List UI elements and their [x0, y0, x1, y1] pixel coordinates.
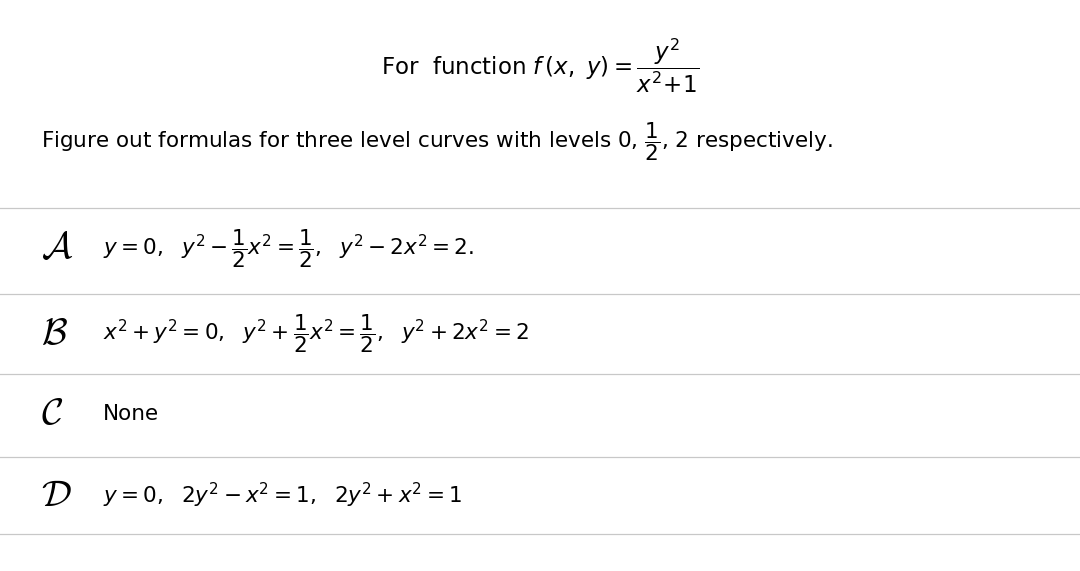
Text: $\mathcal{A}$: $\mathcal{A}$ — [41, 230, 73, 267]
Text: $\mathcal{C}$: $\mathcal{C}$ — [41, 396, 63, 432]
Text: Figure out formulas for three level curves with levels 0, $\dfrac{1}{2}$, 2 resp: Figure out formulas for three level curv… — [41, 120, 833, 163]
Text: $y = 0,\ \ y^2 - \dfrac{1}{2}x^2 = \dfrac{1}{2},\ \ y^2 - 2x^2 = 2.$: $y = 0,\ \ y^2 - \dfrac{1}{2}x^2 = \dfra… — [103, 227, 473, 270]
Text: $\mathcal{B}$: $\mathcal{B}$ — [41, 316, 68, 352]
Text: $x^2 + y^2 = 0,\ \ y^2 + \dfrac{1}{2}x^2 = \dfrac{1}{2},\ \ y^2 + 2x^2 = 2$: $x^2 + y^2 = 0,\ \ y^2 + \dfrac{1}{2}x^2… — [103, 313, 528, 355]
Text: For  function $f\,(x,\ y) = \dfrac{y^2}{x^2\!+\!1}$: For function $f\,(x,\ y) = \dfrac{y^2}{x… — [381, 37, 699, 95]
Text: $\mathcal{D}$: $\mathcal{D}$ — [41, 477, 71, 514]
Text: $y = 0,\ \ 2y^2 - x^2 = 1,\ \ 2y^2 + x^2 = 1$: $y = 0,\ \ 2y^2 - x^2 = 1,\ \ 2y^2 + x^2… — [103, 481, 461, 510]
Text: None: None — [103, 404, 159, 424]
